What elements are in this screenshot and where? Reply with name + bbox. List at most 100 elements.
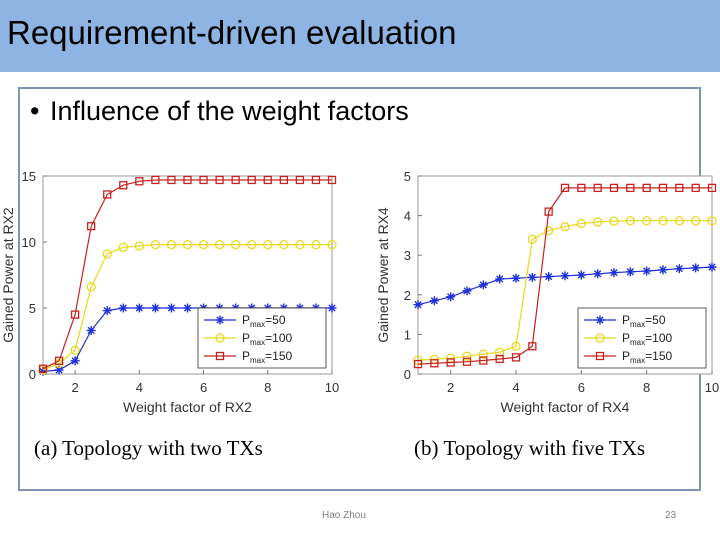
data-point [691, 183, 700, 193]
data-point [54, 365, 64, 375]
data-point [134, 303, 144, 313]
data-point [429, 296, 439, 306]
data-point [495, 274, 505, 284]
data-point [462, 357, 472, 366]
legend-entry: Pmax=100 [204, 331, 292, 347]
data-point [166, 303, 176, 313]
data-point [479, 356, 488, 365]
series-line [417, 220, 712, 361]
data-point [279, 239, 289, 250]
legend-marker [215, 351, 225, 361]
data-point [527, 272, 537, 282]
data-point [658, 216, 668, 226]
data-point [576, 218, 586, 229]
series-2 [38, 239, 337, 375]
series-3 [38, 175, 337, 373]
data-point [576, 270, 586, 280]
legend-entry: Pmax=100 [584, 331, 672, 347]
y-tick-label: 0 [29, 367, 36, 382]
y-tick-label: 4 [404, 209, 411, 224]
data-point [495, 347, 505, 357]
legend-marker [215, 315, 225, 325]
bullet-dot-icon: • [30, 96, 40, 126]
data-point [214, 239, 225, 250]
x-tick-label: 10 [325, 380, 339, 395]
data-point [119, 181, 128, 190]
data-point [511, 353, 521, 362]
data-point [167, 175, 176, 185]
y-axis-label: Gained Power at RX4 [375, 207, 391, 343]
x-tick-label: 4 [136, 380, 143, 395]
data-point [691, 263, 701, 273]
series-line [42, 243, 332, 371]
legend-label: Pmax=150 [242, 349, 292, 365]
data-point [102, 306, 112, 316]
data-point [150, 303, 160, 313]
data-point [231, 175, 240, 185]
data-point [135, 177, 144, 186]
data-point [675, 183, 684, 193]
data-point [86, 282, 96, 292]
data-point [528, 342, 537, 351]
data-point [446, 358, 455, 367]
data-point [626, 183, 635, 193]
x-tick-label: 8 [643, 380, 650, 395]
legend-entry: Pmax=50 [204, 313, 286, 329]
data-point [609, 268, 619, 278]
data-point [707, 183, 717, 193]
data-point [430, 359, 439, 368]
y-tick-label: 3 [404, 248, 411, 263]
data-point [544, 207, 553, 216]
data-point [413, 359, 423, 369]
bullet-text: Influence of the weight factors [50, 96, 409, 126]
data-point [560, 271, 570, 281]
data-point [462, 351, 472, 361]
legend-marker [595, 333, 605, 343]
bullet-item: • Influence of the weight factors [30, 96, 409, 127]
data-point [593, 217, 603, 227]
data-point [625, 216, 635, 226]
data-point [38, 364, 48, 373]
legend-label: Pmax=100 [242, 331, 292, 347]
data-point [70, 310, 80, 319]
data-point [118, 303, 128, 313]
legend-label: Pmax=100 [622, 331, 672, 347]
series-1 [413, 262, 717, 310]
title-bar [0, 0, 720, 72]
page-number: 23 [665, 510, 677, 521]
data-point [544, 272, 554, 282]
data-point [707, 216, 717, 226]
data-point [674, 216, 684, 226]
data-point [577, 183, 586, 193]
caption-b: (b) Topology with five TXs [414, 436, 646, 460]
legend-entry: Pmax=150 [204, 349, 292, 365]
data-point [263, 239, 273, 250]
data-point [70, 345, 80, 355]
data-point [674, 264, 684, 274]
data-point [691, 216, 701, 226]
data-point [593, 269, 603, 279]
data-point [102, 249, 112, 259]
series-line [42, 179, 332, 370]
data-point [134, 241, 144, 251]
data-point [182, 239, 193, 250]
chart-b: 2 4 6 8 10 0 1 2 3 4 5 Weight factor of RX4 Gained P… [375, 169, 719, 415]
series-2 [413, 216, 717, 365]
data-point [495, 354, 504, 364]
y-tick-label: 0 [404, 367, 411, 382]
y-axis-label: Gained Power at RX2 [0, 207, 16, 343]
data-point [462, 286, 472, 296]
chart-a: 2 4 6 8 10 0 5 10 15 Weight factor of RX2 Gained P… [0, 169, 339, 415]
data-point [478, 280, 488, 290]
y-tick-label: 1 [404, 327, 411, 342]
x-tick-label: 8 [264, 380, 271, 395]
x-tick-label: 2 [71, 380, 78, 395]
y-tick-label: 2 [404, 288, 411, 303]
data-point [707, 262, 717, 272]
legend-label: Pmax=50 [242, 313, 286, 329]
data-point [279, 175, 288, 185]
data-point [103, 190, 112, 199]
legend-marker [595, 351, 605, 361]
data-point [183, 175, 192, 185]
data-point [642, 216, 652, 226]
